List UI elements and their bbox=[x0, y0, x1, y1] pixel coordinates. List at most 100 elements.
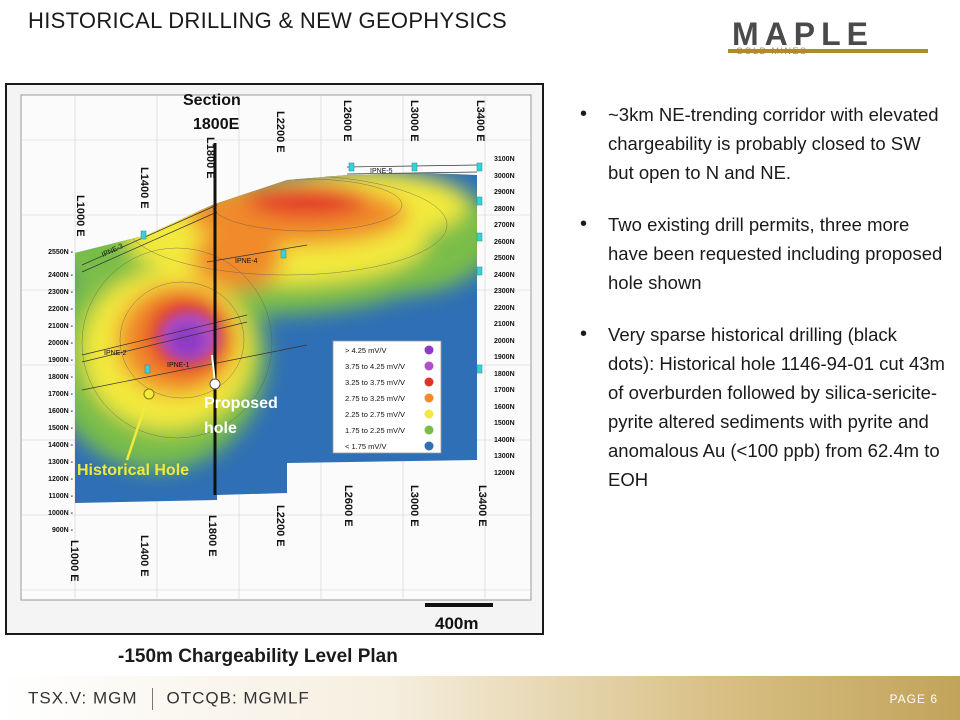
chargeability-contours bbox=[75, 173, 477, 503]
svg-text:900N -: 900N - bbox=[52, 527, 74, 534]
legend-label-2: 3.75 to 4.25 mV/V bbox=[345, 362, 405, 371]
svg-text:L1000 E: L1000 E bbox=[74, 195, 86, 237]
svg-text:L1800 E: L1800 E bbox=[204, 137, 216, 179]
legend-swatch-5 bbox=[424, 409, 434, 419]
svg-text:2400N: 2400N bbox=[494, 272, 515, 279]
svg-text:1500N -: 1500N - bbox=[48, 425, 74, 432]
svg-text:1200N -: 1200N - bbox=[48, 476, 74, 483]
footer-divider bbox=[151, 688, 153, 710]
logo-bar bbox=[728, 49, 928, 53]
svg-text:1300N: 1300N bbox=[494, 453, 515, 460]
svg-text:2600N: 2600N bbox=[494, 239, 515, 246]
legend-label-3: 3.25 to 3.75 mV/V bbox=[345, 378, 405, 387]
legend-label-4: 2.75 to 3.25 mV/V bbox=[345, 394, 405, 403]
northing-labels-right: 3100N 3000N 2900N 2800N 2700N 2600N 2500… bbox=[494, 156, 515, 477]
proposed-hole-trace bbox=[211, 354, 216, 384]
bullet-item: Two existing drill permits, three more h… bbox=[578, 210, 948, 297]
svg-text:2100N -: 2100N - bbox=[48, 323, 74, 330]
svg-text:1300N -: 1300N - bbox=[48, 459, 74, 466]
svg-text:2550N -: 2550N - bbox=[48, 249, 74, 256]
ipne-5-label: IPNE-5 bbox=[370, 168, 393, 175]
ip-lines bbox=[81, 164, 478, 391]
svg-text:1900N -: 1900N - bbox=[48, 357, 74, 364]
section-label: Section bbox=[183, 92, 241, 109]
legend-label-5: 2.25 to 2.75 mV/V bbox=[345, 410, 405, 419]
ipne-1-label: IPNE-1 bbox=[167, 362, 190, 369]
svg-text:1200N: 1200N bbox=[494, 470, 515, 477]
svg-text:L1800 E: L1800 E bbox=[206, 515, 218, 557]
legend-swatch-7 bbox=[424, 441, 434, 451]
proposed-hole-label-2: hole bbox=[204, 420, 237, 437]
svg-text:2700N: 2700N bbox=[494, 222, 515, 229]
ipne-4-label: IPNE-4 bbox=[235, 258, 258, 265]
maple-gold-logo: MAPLE GOLD MINES bbox=[728, 16, 928, 58]
logo-wordmark: MAPLE bbox=[732, 16, 874, 52]
svg-text:L2200 E: L2200 E bbox=[274, 111, 286, 153]
line-labels-bottom: L1000 E L1400 E L1800 E L2200 E L2600 E … bbox=[68, 485, 488, 582]
slide-title: HISTORICAL DRILLING & NEW GEOPHYSICS bbox=[28, 8, 508, 33]
historical-hole-marker bbox=[143, 388, 155, 400]
svg-text:L1000 E: L1000 E bbox=[68, 540, 80, 582]
svg-text:1600N: 1600N bbox=[494, 404, 515, 411]
svg-text:1400N: 1400N bbox=[494, 437, 515, 444]
svg-text:2900N: 2900N bbox=[494, 189, 515, 196]
legend-swatch-6 bbox=[424, 425, 434, 435]
legend-swatch-1 bbox=[424, 345, 434, 355]
svg-text:L3000 E: L3000 E bbox=[408, 100, 420, 142]
svg-text:1800N -: 1800N - bbox=[48, 374, 74, 381]
svg-text:3100N: 3100N bbox=[494, 156, 515, 163]
svg-text:L3000 E: L3000 E bbox=[408, 485, 420, 527]
svg-text:2000N -: 2000N - bbox=[48, 340, 74, 347]
line-labels-top: L1000 E L1400 E L1800 E L2200 E L2600 E … bbox=[74, 100, 486, 237]
scale-bar-label: 400m bbox=[435, 614, 478, 633]
proposed-hole-label: Proposed bbox=[204, 395, 278, 412]
historical-hole-arrow bbox=[125, 399, 149, 461]
svg-text:1700N: 1700N bbox=[494, 387, 515, 394]
svg-text:1800N: 1800N bbox=[494, 371, 515, 378]
svg-text:2300N -: 2300N - bbox=[48, 289, 74, 296]
otc-ticker: OTCQB: MGMLF bbox=[166, 688, 310, 708]
svg-text:1900N: 1900N bbox=[494, 354, 515, 361]
legend-label-6: 1.75 to 2.25 mV/V bbox=[345, 426, 405, 435]
svg-text:2200N: 2200N bbox=[494, 305, 515, 312]
bullet-item: ~3km NE-trending corridor with elevated … bbox=[578, 100, 948, 187]
svg-text:1000N -: 1000N - bbox=[48, 510, 74, 517]
historical-hole-label: Historical Hole bbox=[77, 462, 189, 479]
chargeability-map: IPNE-1 IPNE-2 IPNE-3 IPNE-4 IPNE-5 bbox=[5, 83, 544, 635]
svg-text:L2600 E: L2600 E bbox=[342, 485, 354, 527]
svg-text:L2600 E: L2600 E bbox=[341, 100, 353, 142]
tsx-ticker: TSX.V: MGM bbox=[28, 688, 138, 708]
northing-labels-left: 2550N - 2400N - 2300N - 2200N - 2100N - … bbox=[48, 249, 74, 534]
svg-text:2400N -: 2400N - bbox=[48, 272, 74, 279]
chargeability-legend: > 4.25 mV/V 3.75 to 4.25 mV/V 3.25 to 3.… bbox=[332, 340, 442, 454]
ipne-2-label: IPNE-2 bbox=[104, 350, 127, 357]
legend-swatch-3 bbox=[424, 377, 434, 387]
map-caption: -150m Chargeability Level Plan bbox=[118, 646, 398, 667]
footer-tickers: TSX.V: MGM OTCQB: MGMLF bbox=[28, 688, 310, 710]
svg-text:1500N: 1500N bbox=[494, 420, 515, 427]
svg-text:L3400 E: L3400 E bbox=[476, 485, 488, 527]
svg-text:L3400 E: L3400 E bbox=[474, 100, 486, 142]
proposed-hole-marker bbox=[209, 378, 221, 390]
bullet-list: ~3km NE-trending corridor with elevated … bbox=[578, 100, 948, 517]
legend-label-1: > 4.25 mV/V bbox=[345, 346, 386, 355]
svg-text:1100N -: 1100N - bbox=[48, 493, 73, 500]
legend-label-7: < 1.75 mV/V bbox=[345, 442, 386, 451]
svg-text:L1400 E: L1400 E bbox=[138, 167, 150, 209]
page-number: PAGE 6 bbox=[889, 692, 938, 706]
svg-text:1600N -: 1600N - bbox=[48, 408, 74, 415]
footer-band bbox=[0, 676, 960, 720]
svg-text:2200N -: 2200N - bbox=[48, 306, 74, 313]
svg-text:1700N -: 1700N - bbox=[48, 391, 74, 398]
svg-text:L1400 E: L1400 E bbox=[138, 535, 150, 577]
svg-text:2100N: 2100N bbox=[494, 321, 515, 328]
svg-text:2500N: 2500N bbox=[494, 255, 515, 262]
bullet-item: Very sparse historical drilling (black d… bbox=[578, 320, 948, 494]
map-annotations: Section 1800E Proposed hole Historical H… bbox=[77, 92, 478, 633]
logo-subtitle: GOLD MINES bbox=[736, 46, 808, 56]
svg-text:3000N: 3000N bbox=[494, 173, 515, 180]
svg-text:1400N -: 1400N - bbox=[48, 442, 74, 449]
drill-permit-markers bbox=[140, 162, 483, 374]
legend-swatch-4 bbox=[424, 393, 434, 403]
svg-text:2000N: 2000N bbox=[494, 338, 515, 345]
